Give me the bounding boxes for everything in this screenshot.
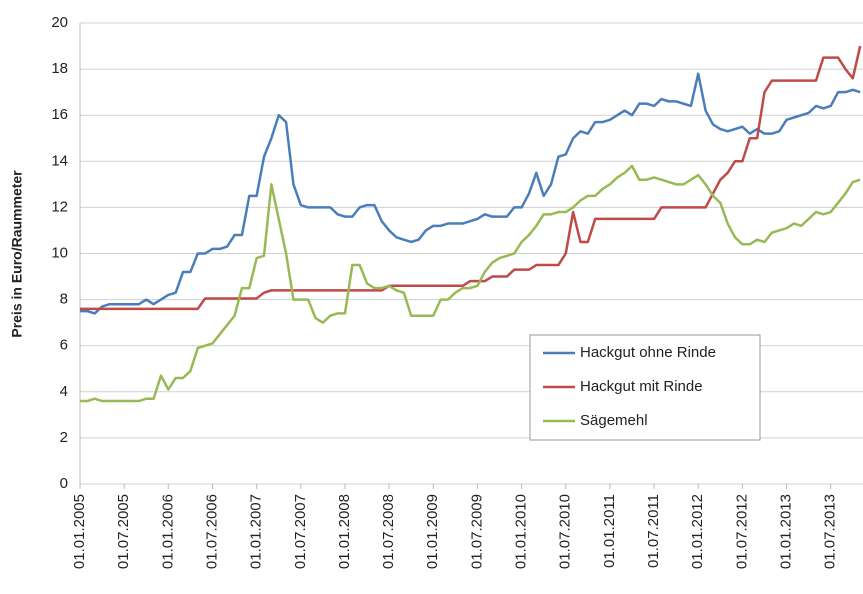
y-tick-label: 14 — [51, 152, 68, 169]
x-tick-label: 01.01.2005 — [71, 494, 88, 569]
y-tick-label: 4 — [60, 383, 68, 400]
x-tick-label: 01.01.2011 — [601, 494, 618, 568]
y-tick-label: 10 — [51, 244, 68, 261]
x-tick-label: 01.01.2007 — [248, 494, 265, 569]
y-tick-label: 8 — [60, 291, 68, 308]
x-tick-label: 01.07.2006 — [203, 494, 220, 569]
x-tick-label: 01.07.2011 — [645, 494, 662, 568]
y-tick-label: 16 — [51, 106, 68, 123]
y-tick-label: 2 — [60, 429, 68, 446]
x-tick-label: 01.01.2012 — [689, 494, 706, 569]
y-tick-label: 20 — [51, 14, 68, 31]
x-tick-label: 01.07.2005 — [115, 494, 132, 569]
y-axis-label: Preis in Euro/Raummeter — [9, 170, 25, 338]
y-tick-label: 18 — [51, 60, 68, 77]
x-tick-label: 01.01.2013 — [778, 494, 795, 569]
x-tick-label: 01.01.2008 — [336, 494, 353, 569]
x-tick-label: 01.01.2006 — [159, 494, 176, 569]
y-tick-label: 0 — [60, 475, 68, 492]
x-tick-label: 01.07.2007 — [292, 494, 309, 569]
x-tick-label: 01.07.2012 — [733, 494, 750, 569]
x-tick-label: 01.07.2009 — [468, 494, 485, 569]
y-tick-label: 6 — [60, 337, 68, 354]
x-tick-label: 01.01.2010 — [513, 494, 530, 569]
x-tick-label: 01.01.2009 — [424, 494, 441, 569]
y-tick-label: 12 — [51, 198, 68, 215]
x-tick-label: 01.07.2010 — [557, 494, 574, 569]
legend-label: Hackgut ohne Rinde — [580, 344, 716, 361]
line-series — [80, 164, 861, 403]
line-series — [80, 45, 862, 311]
x-tick-label: 01.07.2013 — [822, 494, 839, 569]
x-tick-label: 01.07.2008 — [380, 494, 397, 569]
legend-label: Hackgut mit Rinde — [580, 378, 703, 395]
line-series — [80, 72, 861, 315]
legend-label: Sägemehl — [580, 412, 648, 429]
